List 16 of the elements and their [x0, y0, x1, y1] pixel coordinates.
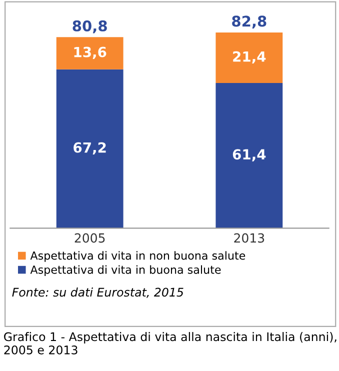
legend-label: Aspettativa di vita in non buona salute — [30, 251, 246, 262]
text: Grafico 1 - Aspettativa di vita alla nascita in Italia (anni), 2005 e 2013 — [4, 332, 336, 354]
legend-label: Aspettativa di vita in buona salute — [30, 265, 221, 276]
bar — [56, 69, 124, 228]
x-tick-label: 2005 — [74, 233, 105, 243]
bar — [56, 37, 124, 70]
total-label: 80,8 — [72, 20, 107, 34]
total-label: 82,8 — [232, 16, 266, 29]
x-tick-label: 2013 — [234, 233, 264, 243]
data-label: 13,6 — [74, 46, 106, 60]
data-label: 61,4 — [232, 149, 266, 162]
bar — [216, 32, 283, 84]
source-note: Fonte: su dati Eurostat, 2015 — [12, 288, 184, 298]
bar — [216, 83, 283, 228]
data-label: 67,2 — [74, 142, 106, 155]
data-label: 21,4 — [233, 51, 266, 64]
